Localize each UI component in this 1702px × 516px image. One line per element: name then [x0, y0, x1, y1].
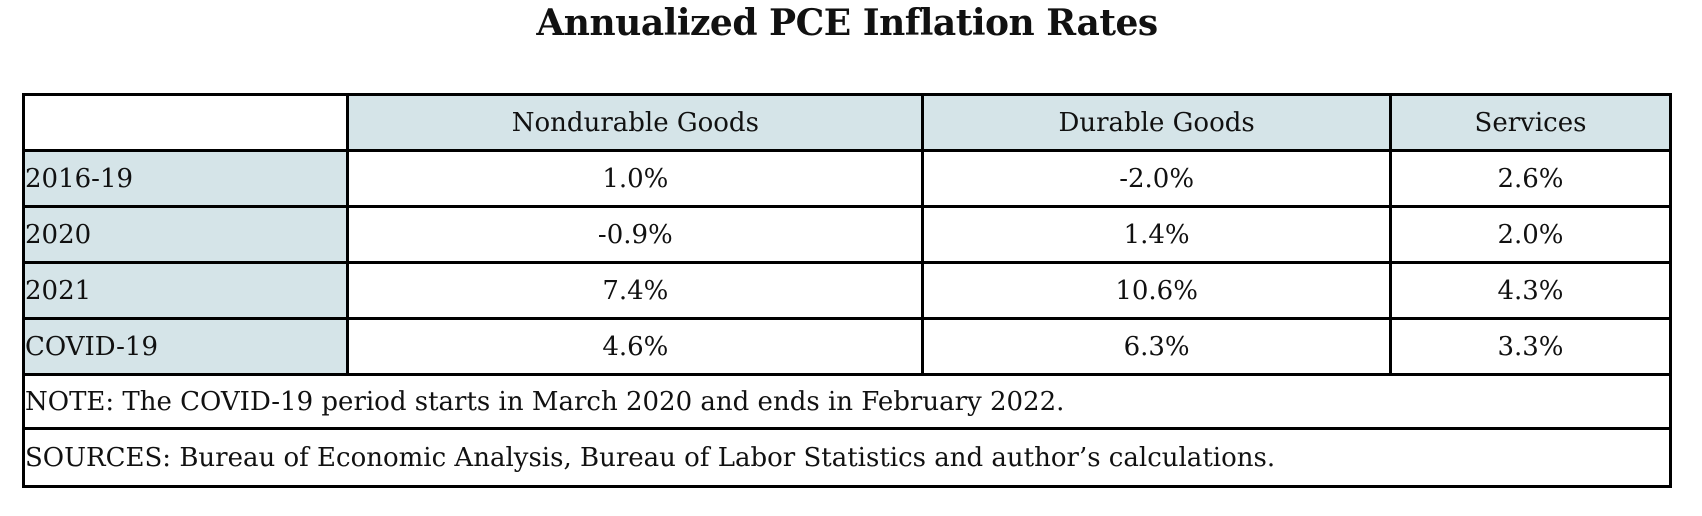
note-row: NOTE: The COVID-19 period starts in Marc…: [22, 373, 1672, 430]
note-cell: NOTE: The COVID-19 period starts in Marc…: [22, 373, 1672, 430]
cell-covid-19-durable: 6.3%: [921, 317, 1392, 376]
cell-2016-19-nondurable: 1.0%: [346, 149, 925, 208]
row-label-covid-19: COVID-19: [21, 317, 350, 376]
row-label-2020: 2020: [21, 205, 350, 264]
row-label-2016-19: 2016-19: [21, 149, 350, 208]
cell-2020-nondurable: -0.9%: [346, 205, 925, 264]
cell-2021-nondurable: 7.4%: [346, 261, 925, 320]
column-header-services: Services: [1388, 93, 1673, 152]
sources-cell: SOURCES: Bureau of Economic Analysis, Bu…: [22, 427, 1672, 488]
cell-2016-19-durable: -2.0%: [921, 149, 1392, 208]
cell-2020-durable: 1.4%: [921, 205, 1392, 264]
table-row-2021: 2021 7.4% 10.6% 4.3%: [21, 261, 1673, 320]
cell-covid-19-nondurable: 4.6%: [346, 317, 925, 376]
header-row: Nondurable Goods Durable Goods Services: [21, 93, 1673, 152]
sources-row: SOURCES: Bureau of Economic Analysis, Bu…: [22, 427, 1672, 488]
table-row-2020: 2020 -0.9% 1.4% 2.0%: [21, 205, 1673, 264]
pce-inflation-table: Nondurable Goods Durable Goods Services …: [21, 93, 1673, 488]
cell-2016-19-services: 2.6%: [1388, 149, 1673, 208]
cell-2021-durable: 10.6%: [921, 261, 1392, 320]
table-row-2016-19: 2016-19 1.0% -2.0% 2.6%: [21, 149, 1673, 208]
row-label-2021: 2021: [21, 261, 350, 320]
table-row-covid-19: COVID-19 4.6% 6.3% 3.3%: [21, 317, 1673, 376]
cell-2021-services: 4.3%: [1388, 261, 1673, 320]
cell-covid-19-services: 3.3%: [1388, 317, 1673, 376]
corner-cell: [21, 93, 350, 152]
page-title: Annualized PCE Inflation Rates: [536, 2, 1158, 44]
column-header-nondurable-goods: Nondurable Goods: [346, 93, 925, 152]
cell-2020-services: 2.0%: [1388, 205, 1673, 264]
column-header-durable-goods: Durable Goods: [921, 93, 1392, 152]
